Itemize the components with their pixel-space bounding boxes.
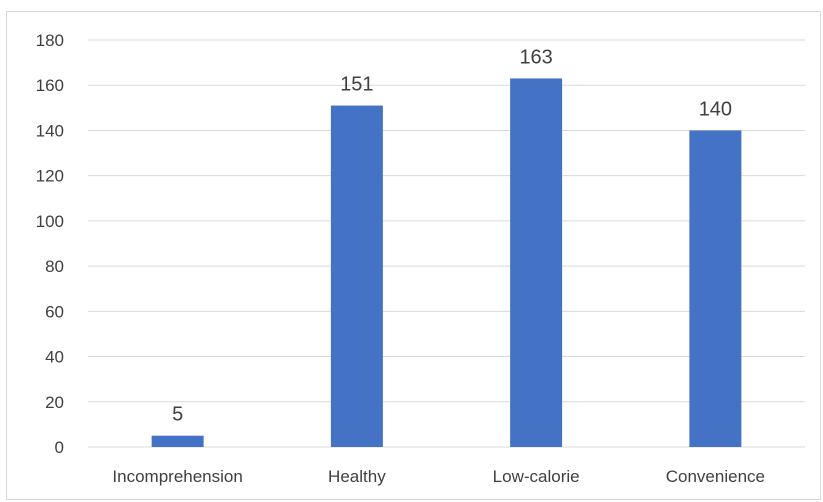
data-label: 151 [340, 74, 373, 96]
y-axis-tick-labels: 0 20 40 60 80 100 120 140 160 180 [36, 31, 64, 457]
bar-convenience [689, 130, 742, 447]
bar-low-calorie [510, 78, 563, 447]
x-tick-label: Healthy [328, 467, 386, 486]
data-label: 140 [699, 98, 732, 120]
y-tick-label: 100 [36, 212, 64, 231]
y-tick-label: 20 [45, 393, 64, 412]
chart-frame [6, 11, 821, 500]
y-tick-label: 160 [36, 76, 64, 95]
bar-healthy [330, 105, 383, 448]
x-tick-label: Incomprehension [112, 467, 242, 486]
bars [151, 78, 742, 448]
data-label: 5 [172, 404, 183, 426]
x-tick-label: Convenience [666, 467, 765, 486]
bar-incomprehension [151, 435, 204, 447]
x-tick-label: Low-calorie [493, 467, 580, 486]
y-tick-label: 180 [36, 31, 64, 50]
x-axis-tick-labels: Incomprehension Healthy Low-calorie Conveni… [112, 467, 765, 486]
y-tick-label: 140 [36, 121, 64, 140]
gridlines [88, 39, 805, 448]
y-tick-label: 0 [55, 438, 64, 457]
y-tick-label: 60 [45, 302, 64, 321]
data-labels: 5 151 163 140 [172, 46, 732, 425]
y-tick-label: 40 [45, 348, 64, 367]
data-label: 163 [519, 46, 552, 68]
y-tick-label: 120 [36, 167, 64, 186]
y-tick-label: 80 [45, 257, 64, 276]
